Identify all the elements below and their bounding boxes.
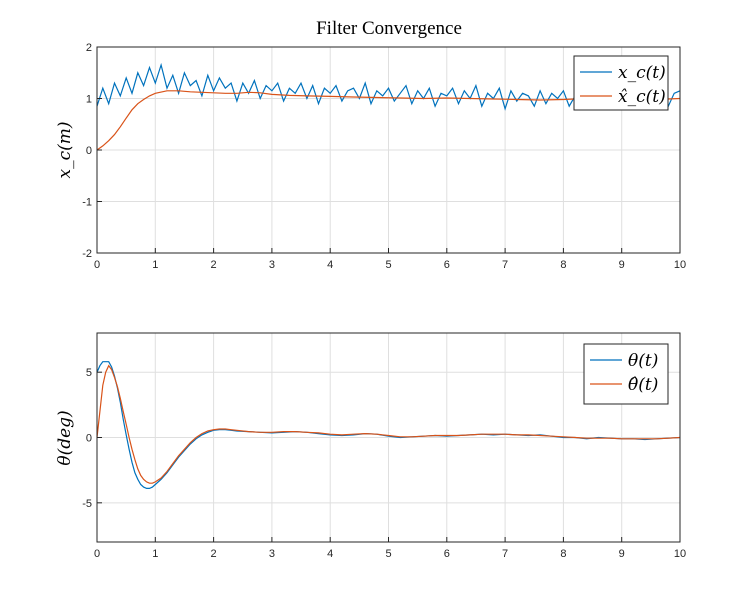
x-tick-label: 2: [211, 548, 217, 560]
x-tick-label: 3: [269, 548, 275, 560]
bottom-ylabel: θ(deg): [55, 410, 75, 465]
x-tick-label: 10: [674, 548, 686, 560]
chart-title: Filter Convergence: [316, 18, 462, 39]
x-tick-label: 7: [502, 548, 508, 560]
y-tick-label: -1: [82, 197, 92, 209]
legend-label-1: θ̂(t): [628, 375, 658, 395]
x-tick-label: 4: [327, 259, 333, 271]
x-tick-label: 9: [619, 259, 625, 271]
y-tick-label: 0: [86, 433, 92, 445]
x-tick-label: 9: [619, 548, 625, 560]
y-tick-label: 1: [86, 94, 92, 106]
x-tick-label: 8: [560, 259, 566, 271]
y-tick-label: 5: [86, 367, 92, 379]
legend: θ(t) θ̂(t): [584, 344, 668, 404]
legend: x_c(t) x̂_c(t): [574, 56, 668, 110]
y-tick-label: -2: [82, 248, 92, 260]
x-tick-label: 6: [444, 548, 450, 560]
x-tick-label: 5: [385, 259, 391, 271]
y-tick-label: 2: [86, 42, 92, 54]
x-tick-label: 0: [94, 259, 100, 271]
legend-label-0: x_c(t): [618, 63, 666, 83]
x-tick-label: 1: [152, 548, 158, 560]
y-tick-label: 0: [86, 145, 92, 157]
y-tick-label: -5: [82, 498, 92, 510]
x-tick-label: 7: [502, 259, 508, 271]
x-tick-label: 8: [560, 548, 566, 560]
x-tick-label: 5: [385, 548, 391, 560]
x-tick-label: 0: [94, 548, 100, 560]
x-tick-label: 6: [444, 259, 450, 271]
x-tick-label: 3: [269, 259, 275, 271]
x-tick-label: 2: [211, 259, 217, 271]
legend-label-0: θ(t): [628, 351, 658, 371]
x-tick-label: 10: [674, 259, 686, 271]
x-tick-label: 4: [327, 548, 333, 560]
x-tick-label: 1: [152, 259, 158, 271]
top-ylabel: x_c(m): [55, 122, 75, 179]
legend-label-1: x̂_c(t): [618, 87, 666, 107]
